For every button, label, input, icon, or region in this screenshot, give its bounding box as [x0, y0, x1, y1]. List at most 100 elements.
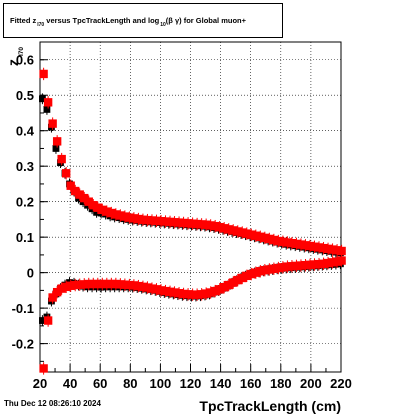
x-tick-label: 140	[210, 376, 232, 391]
data-point-red	[102, 207, 112, 216]
data-point-red	[283, 262, 292, 271]
data-point-red	[165, 287, 175, 297]
data-point-red	[48, 293, 57, 302]
data-point-red	[301, 241, 310, 250]
data-point-red	[287, 262, 297, 271]
data-point-red	[247, 269, 256, 279]
data-point-red	[201, 289, 211, 298]
data-point-red	[179, 289, 188, 299]
data-point-red	[224, 225, 233, 234]
data-point-red	[52, 287, 62, 297]
data-point-red	[48, 119, 57, 128]
data-point-red	[174, 289, 184, 298]
data-point-red	[188, 219, 197, 228]
x-tick-label: 160	[240, 376, 262, 391]
data-point-red	[43, 98, 53, 107]
data-point-red	[107, 279, 116, 289]
data-point-red	[314, 259, 324, 269]
x-tick-label: 180	[270, 376, 292, 391]
data-point-red	[183, 290, 193, 299]
data-point-red	[238, 273, 247, 283]
data-point-red	[138, 282, 148, 292]
data-point-red	[71, 280, 80, 290]
data-point-red	[116, 280, 125, 289]
data-point-red	[283, 238, 292, 247]
data-point-red	[165, 217, 175, 227]
y-tick-label: 0.2	[16, 195, 34, 210]
data-point-black	[39, 95, 46, 103]
data-point-black	[39, 317, 46, 324]
data-point-red	[80, 280, 89, 289]
data-point-red	[183, 219, 193, 228]
data-point-red	[278, 263, 288, 272]
data-point-red	[170, 218, 179, 227]
data-point-red	[206, 221, 215, 230]
data-point-red	[111, 279, 121, 289]
data-point-red	[220, 282, 229, 292]
data-point-red	[120, 212, 130, 221]
data-point-red	[310, 242, 319, 251]
data-point-red	[152, 216, 161, 226]
chart-title-box: Fitted zI70 versus TpcTrackLength and lo…	[3, 3, 283, 38]
data-point-red	[120, 280, 130, 289]
data-point-red	[251, 231, 261, 240]
x-tick-label: 220	[330, 376, 352, 391]
data-point-black	[43, 106, 51, 113]
data-point-red	[337, 246, 346, 256]
data-point-red	[206, 288, 215, 297]
data-point-red	[292, 239, 301, 249]
data-point-red	[143, 283, 152, 292]
data-point-red	[305, 260, 315, 270]
data-point-red	[143, 215, 152, 225]
data-point-red	[93, 279, 102, 289]
data-point-red	[71, 186, 80, 196]
data-point-red	[238, 228, 247, 237]
data-point-red	[251, 268, 261, 277]
data-point-red	[84, 197, 93, 206]
data-point-red	[323, 258, 333, 268]
data-point-red	[39, 364, 48, 373]
data-point-red	[287, 238, 297, 248]
data-point-red	[278, 237, 288, 246]
data-point-red	[98, 279, 107, 289]
data-point-red	[201, 220, 211, 229]
data-point-red	[174, 218, 184, 227]
data-point-red	[269, 235, 279, 245]
y-tick-label: 0	[27, 266, 34, 281]
data-point-red	[260, 265, 270, 275]
x-tick-label: 120	[180, 376, 202, 391]
data-point-red	[75, 190, 84, 199]
data-point-red	[310, 260, 319, 269]
data-point-red	[161, 217, 170, 226]
timestamp: Thu Dec 12 08:26:10 2024	[4, 399, 101, 408]
x-tick-label: 40	[63, 376, 77, 391]
data-point-red	[52, 137, 62, 146]
chart-title: Fitted zI70 versus TpcTrackLength and lo…	[10, 16, 247, 28]
data-point-red	[220, 224, 229, 233]
data-point-red	[66, 181, 75, 190]
data-point-red	[43, 316, 53, 325]
data-point-red	[215, 223, 224, 232]
data-point-red	[319, 259, 328, 268]
data-point-red	[179, 218, 188, 228]
data-point-red	[265, 234, 274, 244]
y-tick-label: 0.5	[16, 88, 34, 103]
y-tick-label: 0.3	[16, 159, 34, 174]
data-point-black	[52, 145, 60, 152]
data-point-red	[84, 279, 93, 289]
data-point-red	[147, 216, 157, 225]
data-point-red	[265, 265, 274, 274]
data-point-red	[314, 243, 324, 252]
data-point-red	[102, 279, 112, 289]
data-point-red	[215, 285, 224, 294]
data-point-red	[305, 241, 315, 251]
y-tick-label: -0.1	[12, 301, 34, 316]
x-tick-label: 80	[123, 376, 137, 391]
data-point-black	[93, 208, 100, 216]
data-point-red	[170, 288, 179, 297]
data-point-red	[138, 215, 148, 224]
data-point-red	[134, 214, 143, 224]
data-point-red	[129, 281, 139, 290]
data-point-red	[233, 227, 242, 236]
